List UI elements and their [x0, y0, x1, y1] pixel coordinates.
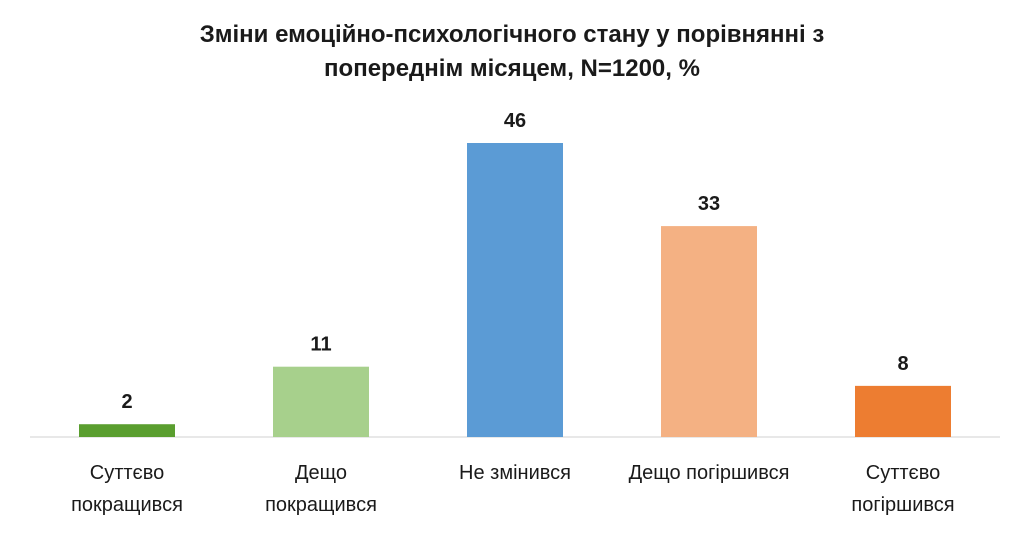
- bar-1: [273, 366, 369, 437]
- bar-0: [79, 424, 175, 437]
- bar-3: [661, 226, 757, 437]
- data-label-1: 11: [310, 334, 331, 356]
- category-label-0: Суттєво покращився: [71, 462, 183, 516]
- bar-2: [467, 143, 563, 437]
- category-label-1: Дещо покращився: [265, 462, 377, 516]
- data-label-3: 33: [698, 193, 720, 215]
- category-label-3: Дещо погіршився: [629, 462, 790, 484]
- bar-4: [855, 385, 951, 437]
- category-label-4: Суттєво погіршився: [851, 462, 954, 516]
- chart-title: Зміни емоційно-психологічного стану у по…: [199, 21, 825, 82]
- data-label-4: 8: [897, 353, 908, 375]
- category-label-2: Не змінився: [459, 462, 571, 484]
- data-label-2: 46: [504, 110, 526, 132]
- data-label-0: 2: [121, 391, 132, 413]
